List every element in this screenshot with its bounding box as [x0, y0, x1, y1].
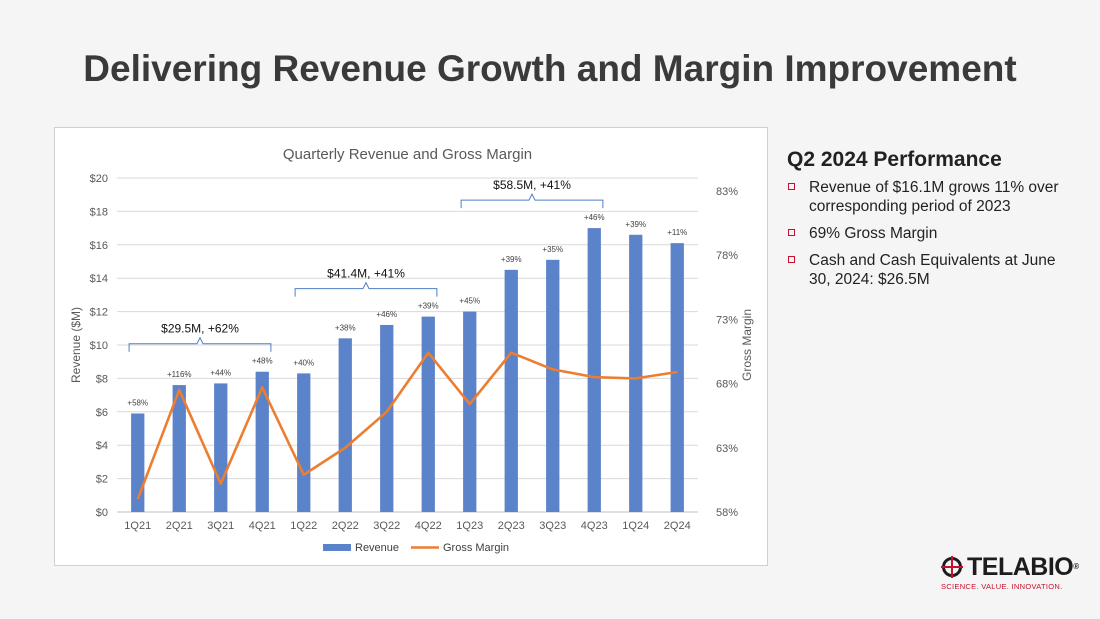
revenue-bar	[629, 234, 643, 512]
chart-panel: Quarterly Revenue and Gross Margin $0 $2 $4…	[54, 127, 768, 566]
y2-tick-label: 58%	[716, 507, 738, 519]
period-bracket	[460, 192, 604, 209]
revenue-bar	[172, 385, 186, 512]
y-tick-label: $12	[90, 307, 108, 319]
revenue-bar	[670, 243, 684, 512]
y2-axis-label: Gross Margin	[740, 309, 754, 381]
y-tick-label: $10	[90, 340, 108, 352]
bar-growth-label: +48%	[252, 357, 273, 366]
chart-title: Quarterly Revenue and Gross Margin	[283, 146, 532, 163]
x-tick-label: 2Q23	[498, 520, 525, 532]
performance-list: Revenue of $16.1M grows 11% over corresp…	[787, 178, 1067, 289]
y2-tick-label: 73%	[716, 314, 738, 326]
period-annotation: $41.4M, +41%	[327, 267, 405, 281]
y-tick-label: $6	[96, 407, 108, 419]
y-tick-label: $2	[96, 474, 108, 486]
y-tick-label: $4	[96, 440, 108, 452]
bar-growth-label: +39%	[501, 255, 522, 264]
x-tick-label: 2Q22	[332, 520, 359, 532]
x-tick-label: 1Q22	[290, 520, 317, 532]
revenue-bar	[504, 269, 518, 512]
y-tick-label: $20	[90, 173, 108, 185]
bar-growth-label: +35%	[542, 245, 563, 254]
performance-text: Cash and Cash Equivalents at June 30, 20…	[809, 252, 1056, 288]
y2-tick-label: 68%	[716, 379, 738, 391]
y-tick-label: $14	[90, 273, 108, 285]
square-bullet-icon	[788, 256, 795, 263]
revenue-bar	[463, 311, 477, 512]
slide-title: Delivering Revenue Growth and Margin Imp…	[83, 48, 1017, 89]
square-bullet-icon	[788, 183, 795, 190]
performance-heading: Q2 2024 Performance	[787, 148, 1002, 171]
bar-growth-label: +40%	[293, 358, 314, 367]
legend-label-margin: Gross Margin	[443, 542, 509, 554]
revenue-bar	[421, 316, 435, 512]
y-axis-label: Revenue ($M)	[69, 307, 83, 383]
bar-growth-label: +58%	[127, 398, 148, 407]
x-tick-label: 1Q24	[622, 520, 649, 532]
telabio-logo: TELABIO® SCIENCE. VALUE. INNOVATION.	[941, 554, 1079, 591]
performance-text: 69% Gross Margin	[809, 225, 938, 242]
x-tick-label: 2Q21	[166, 520, 193, 532]
y-tick-label: $18	[90, 206, 108, 218]
bar-growth-label: +39%	[418, 302, 439, 311]
performance-item-revenue: Revenue of $16.1M grows 11% over corresp…	[787, 178, 1067, 216]
legend-label-revenue: Revenue	[355, 542, 399, 554]
logo-wordmark: TELABIO®	[941, 554, 1079, 580]
y-tick-label: $8	[96, 373, 108, 385]
bar-growth-label: +44%	[210, 368, 231, 377]
bar-growth-label: +38%	[335, 323, 356, 332]
bar-growth-label: +11%	[667, 228, 687, 237]
revenue-margin-chart: Quarterly Revenue and Gross Margin $0 $2 $4…	[69, 146, 754, 554]
x-tick-label: 4Q21	[249, 520, 276, 532]
x-tick-label: 3Q23	[539, 520, 566, 532]
revenue-bar	[546, 259, 560, 512]
x-tick-label: 2Q24	[664, 520, 691, 532]
period-annotation: $29.5M, +62%	[161, 322, 239, 336]
gross-margin-line	[136, 351, 678, 500]
performance-item-margin: 69% Gross Margin	[787, 224, 1067, 243]
performance-panel: Q2 2024 Performance Revenue of $16.1M gr…	[787, 148, 1067, 297]
x-tick-label: 3Q21	[207, 520, 234, 532]
revenue-bar	[255, 371, 269, 512]
x-tick-label: 4Q23	[581, 520, 608, 532]
logo-name: TELABIO	[967, 553, 1074, 581]
bar-growth-label: +46%	[376, 310, 397, 319]
period-bracket	[294, 281, 438, 297]
revenue-bar	[297, 373, 311, 512]
bar-growth-label: +39%	[625, 220, 646, 229]
x-tick-label: 1Q23	[456, 520, 483, 532]
performance-item-cash: Cash and Cash Equivalents at June 30, 20…	[787, 251, 1067, 289]
bar-growth-label: +46%	[584, 213, 605, 222]
y2-tick-label: 63%	[716, 443, 738, 455]
revenue-bar	[587, 228, 601, 512]
logo-tagline: SCIENCE. VALUE. INNOVATION.	[941, 582, 1063, 591]
bar-growth-label: +45%	[459, 297, 480, 306]
bar-growth-label: +116%	[167, 370, 192, 379]
y2-tick-label: 83%	[716, 186, 738, 198]
performance-text: Revenue of $16.1M grows 11% over corresp…	[809, 179, 1059, 215]
y2-tick-label: 78%	[716, 250, 738, 262]
registered-icon: ®	[1073, 562, 1079, 571]
revenue-bar	[214, 383, 228, 512]
y-tick-label: $0	[96, 507, 108, 519]
revenue-bar	[380, 324, 394, 512]
revenue-bar	[338, 338, 352, 512]
x-tick-label: 3Q22	[373, 520, 400, 532]
y-tick-label: $16	[90, 240, 108, 252]
legend-swatch-revenue	[323, 544, 351, 551]
square-bullet-icon	[788, 229, 795, 236]
x-tick-label: 4Q22	[415, 520, 442, 532]
crosshair-icon	[941, 556, 963, 578]
period-bracket	[128, 336, 272, 352]
x-tick-label: 1Q21	[124, 520, 151, 532]
period-annotation: $58.5M, +41%	[493, 178, 571, 192]
